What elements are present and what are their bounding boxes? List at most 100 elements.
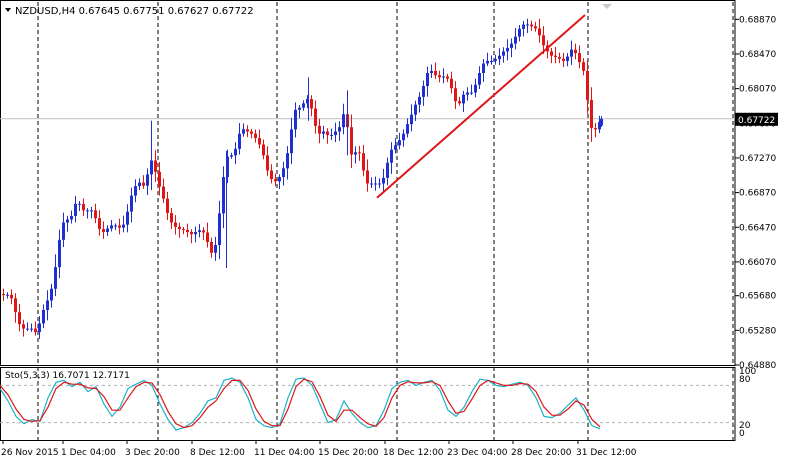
stochastic-main-line	[0, 377, 601, 431]
candle	[26, 322, 29, 331]
candle	[102, 221, 105, 239]
candle	[498, 48, 501, 66]
time-tick-label: 18 Dec 12:00	[383, 448, 444, 458]
candle	[490, 55, 493, 65]
candle	[438, 70, 441, 83]
time-tick-label: 31 Dec 12:00	[576, 448, 637, 458]
candle	[182, 227, 185, 235]
candle	[286, 146, 289, 180]
candle	[34, 321, 37, 336]
price-tick-label: 0.64880	[739, 361, 776, 371]
candle	[202, 227, 205, 241]
price-tick-label: 0.66070	[739, 258, 776, 268]
candle	[14, 293, 17, 323]
price-tick-label: 0.66870	[739, 189, 776, 199]
candle	[218, 200, 221, 260]
candle-last	[600, 116, 603, 128]
stochastic-level-label: 0	[739, 429, 745, 439]
time-tick-label: 23 Dec 04:00	[447, 448, 508, 458]
candle	[78, 201, 81, 211]
candle	[538, 18, 541, 43]
candle	[558, 52, 561, 64]
candle	[586, 60, 589, 114]
stochastic-level-label: 80	[739, 375, 751, 385]
candle	[314, 100, 317, 134]
stochastic-title: Sto(5,3,3) 16.7071 12.7171	[5, 371, 130, 381]
candle	[506, 39, 509, 61]
candle	[250, 128, 253, 139]
candle	[326, 128, 329, 144]
candle	[394, 138, 397, 154]
candle	[290, 117, 293, 165]
trendline[interactable]	[376, 14, 586, 199]
candle	[426, 66, 429, 97]
candle	[502, 47, 505, 63]
candle	[142, 175, 145, 189]
price-tick-label: 0.68070	[739, 85, 776, 95]
candle	[262, 139, 265, 160]
collapse-triangle-icon[interactable]	[5, 8, 11, 12]
candle	[274, 173, 277, 187]
candle	[226, 149, 229, 184]
candle	[254, 129, 257, 143]
candle	[378, 178, 381, 189]
candle	[230, 152, 233, 159]
candle	[210, 237, 213, 258]
candle	[390, 142, 393, 174]
candle	[174, 215, 177, 235]
candle	[446, 73, 449, 82]
trendline-layer[interactable]	[376, 14, 586, 199]
stochastic-level-label: 100	[739, 367, 756, 377]
time-tick-label: 8 Dec 12:00	[190, 448, 245, 458]
candle	[294, 102, 297, 138]
candle	[86, 208, 89, 219]
candle	[494, 54, 497, 65]
candle	[318, 118, 321, 144]
candle	[306, 95, 309, 109]
candle	[2, 288, 5, 301]
candle	[38, 316, 41, 339]
candle	[98, 210, 101, 236]
candle	[418, 92, 421, 113]
candle	[450, 71, 453, 94]
candle	[410, 104, 413, 132]
candle	[154, 150, 157, 182]
candle	[234, 142, 237, 165]
candle	[414, 100, 417, 122]
candle	[526, 18, 529, 33]
candle	[482, 58, 485, 82]
candle	[386, 157, 389, 186]
candle	[522, 20, 525, 37]
candle	[570, 40, 573, 65]
candle	[170, 207, 173, 229]
candle	[46, 290, 49, 321]
candle	[474, 78, 477, 98]
candle	[94, 203, 97, 224]
candle	[258, 129, 261, 149]
price-tick-label: 0.68870	[739, 15, 776, 25]
candle	[106, 225, 109, 236]
chart-header: NZDUSD,H4 0.67645 0.67751 0.67627 0.6772…	[5, 6, 254, 17]
axis-layer: 0.688700.684700.680700.676700.672700.668…	[1, 15, 776, 458]
candle	[6, 292, 9, 299]
candles-layer	[2, 18, 603, 339]
candle	[246, 125, 249, 138]
candle	[310, 95, 313, 117]
chart-shift-marker-icon[interactable]	[602, 4, 612, 9]
candle	[518, 24, 521, 42]
candle	[582, 58, 585, 76]
candle	[350, 114, 353, 169]
candle	[266, 146, 269, 176]
candle	[342, 103, 345, 135]
candle	[322, 125, 325, 139]
candle	[74, 195, 77, 223]
candle	[330, 128, 333, 141]
candle	[358, 146, 361, 161]
time-tick-label: 3 Dec 20:00	[125, 448, 180, 458]
candle	[214, 236, 217, 261]
candle	[578, 45, 581, 69]
candle	[574, 43, 577, 60]
candle	[366, 159, 369, 192]
